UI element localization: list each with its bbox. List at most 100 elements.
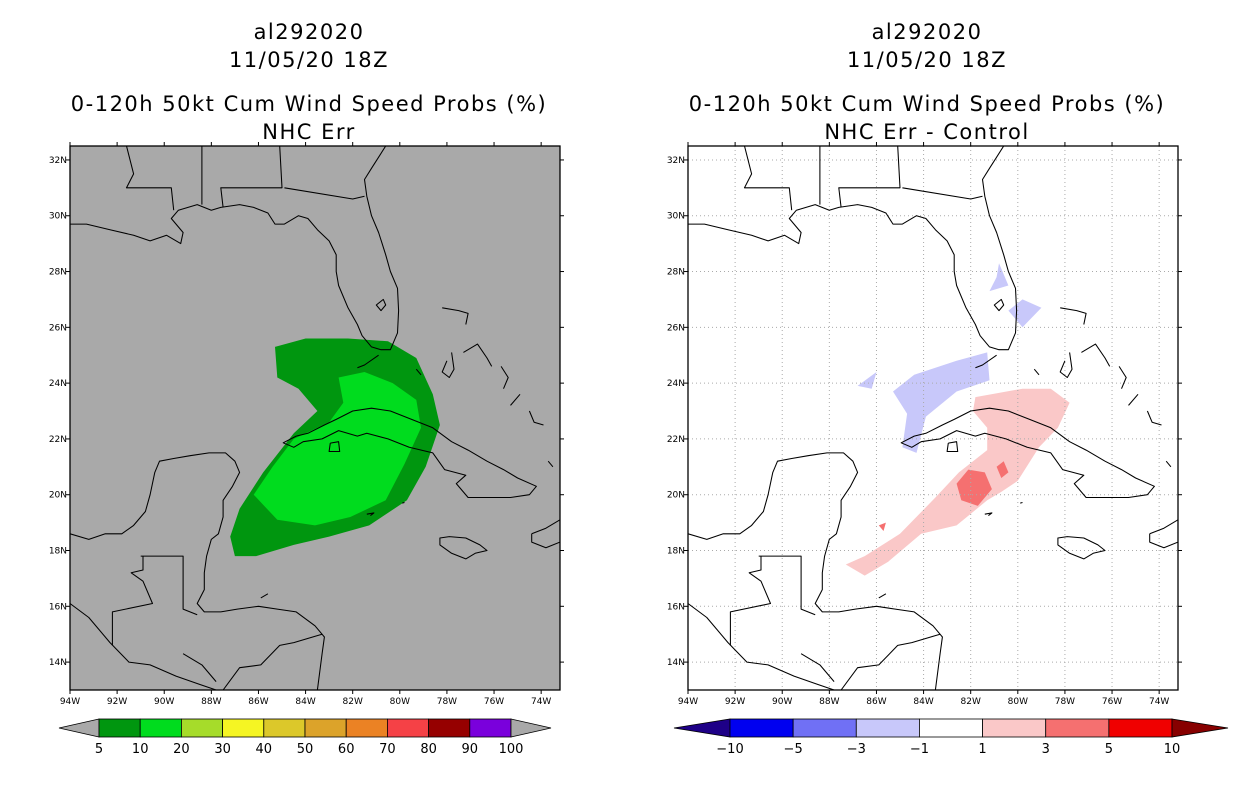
country-border <box>140 555 198 616</box>
country-border <box>222 633 323 690</box>
colorbar-box <box>729 718 794 738</box>
colorbar-label: 100 <box>499 742 524 757</box>
island-outline <box>984 512 993 517</box>
lat-tick-label: 16N <box>667 602 685 612</box>
map-frame <box>69 145 561 691</box>
lake-okeechobee <box>993 298 1005 312</box>
lat-tick-label: 24N <box>667 379 685 389</box>
colorbar-box <box>982 718 1047 738</box>
lon-tick-label: 88W <box>201 697 221 707</box>
island-outline <box>1118 366 1127 389</box>
island-outline <box>1060 307 1087 325</box>
lon-tick-label: 78W <box>1055 697 1075 707</box>
country-border <box>111 556 154 646</box>
island-outline <box>402 501 405 504</box>
shaded-region <box>878 522 886 531</box>
lat-tick-label: 26N <box>667 323 685 333</box>
lon-tick-label: 80W <box>390 697 410 707</box>
colorbar-label: 10 <box>132 742 149 757</box>
colorbar-box <box>263 718 306 738</box>
difference-map: 14N 16N 18N 20N 22N 24N 26N 28N 30N 32N 94W 92W 90W 8… <box>667 142 1229 757</box>
lat-tick-label: 26N <box>49 323 67 333</box>
lat-tick-label: 16N <box>49 602 67 612</box>
lon-tick-label: 80W <box>1008 697 1028 707</box>
map-panel-nhc-err: al292020 11/05/20 18Z 0-120h 50kt Cum Wi… <box>49 20 564 757</box>
yucatan-coastline <box>688 452 943 690</box>
colorbar-label: 5 <box>1105 742 1113 757</box>
colorbar-box <box>1045 718 1110 738</box>
island-outline <box>500 366 509 389</box>
island-outline <box>366 512 375 517</box>
shaded-region <box>996 461 1009 478</box>
lat-tick-label: 30N <box>49 212 67 222</box>
colorbar-box <box>98 718 141 738</box>
lat-tick-label: 22N <box>49 435 67 445</box>
island-outline <box>1081 343 1111 367</box>
island-outline <box>442 307 469 325</box>
colorbar-label: 3 <box>1042 742 1050 757</box>
lat-tick-label: 28N <box>49 268 67 278</box>
jamaica-outline <box>439 536 488 560</box>
colorbar: −10 −5 −3 −1 1 3 5 10 <box>673 718 1229 757</box>
lon-tick-label: 82W <box>961 697 981 707</box>
lat-tick-label: 20N <box>49 491 67 501</box>
colorbar-box <box>1108 718 1173 738</box>
lon-tick-label: 78W <box>437 697 457 707</box>
state-border <box>838 146 901 208</box>
shaded-region <box>956 469 992 506</box>
island-outline <box>463 343 493 367</box>
pacific-coastline <box>688 603 835 690</box>
colorbar-label: 60 <box>338 742 355 757</box>
colorbar-box <box>304 718 347 738</box>
lat-tick-label: 28N <box>667 268 685 278</box>
state-border <box>902 187 983 200</box>
lat-tick-label: 18N <box>49 547 67 557</box>
colorbar-box <box>469 718 512 738</box>
state-border <box>125 146 175 211</box>
colorbar-label: 90 <box>462 742 479 757</box>
colorbar-max-triangle <box>1171 718 1229 738</box>
country-border <box>840 633 941 690</box>
island-outline <box>415 368 422 376</box>
lon-tick-label: 88W <box>819 697 839 707</box>
lon-tick-label: 74W <box>1149 697 1169 707</box>
colorbar-min-triangle <box>58 718 100 738</box>
colorbar-box <box>345 718 388 738</box>
colorbar-box <box>428 718 471 738</box>
colorbar: 5 10 20 30 40 50 60 70 80 90 100 <box>58 718 552 757</box>
colorbar-box <box>222 718 265 738</box>
island-outline <box>328 441 341 453</box>
island-outline <box>260 593 269 599</box>
country-border <box>758 555 816 616</box>
shaded-region <box>989 263 1009 292</box>
colorbar-label: 1 <box>978 742 986 757</box>
lon-tick-label: 90W <box>772 697 792 707</box>
lat-tick-label: 20N <box>667 491 685 501</box>
island-outline <box>975 354 997 369</box>
gulf-coastline <box>70 146 400 351</box>
map-background <box>688 146 1178 690</box>
colorbar-box <box>792 718 857 738</box>
island-outline <box>357 354 379 369</box>
island-outline <box>878 593 887 599</box>
lon-tick-label: 76W <box>484 697 504 707</box>
colorbar-box <box>139 718 182 738</box>
lat-tick-label: 14N <box>667 658 685 668</box>
lat-tick-label: 22N <box>667 435 685 445</box>
colorbar-box <box>180 718 223 738</box>
hispaniola-outline <box>1149 519 1178 549</box>
lat-tick-label: 14N <box>49 658 67 668</box>
lon-tick-label: 86W <box>866 697 886 707</box>
island-outline <box>1020 501 1023 504</box>
storm-id: al292020 <box>253 20 365 44</box>
shaded-region <box>893 352 990 453</box>
jamaica-outline <box>1057 536 1106 560</box>
gulf-coastline <box>688 146 1018 351</box>
island-outline <box>1128 393 1139 406</box>
lon-tick-label: 92W <box>725 697 745 707</box>
pacific-coastline <box>70 603 217 690</box>
island-outline <box>1033 368 1040 376</box>
country-border <box>182 653 217 682</box>
state-border <box>220 146 283 208</box>
island-outline <box>1146 410 1162 426</box>
